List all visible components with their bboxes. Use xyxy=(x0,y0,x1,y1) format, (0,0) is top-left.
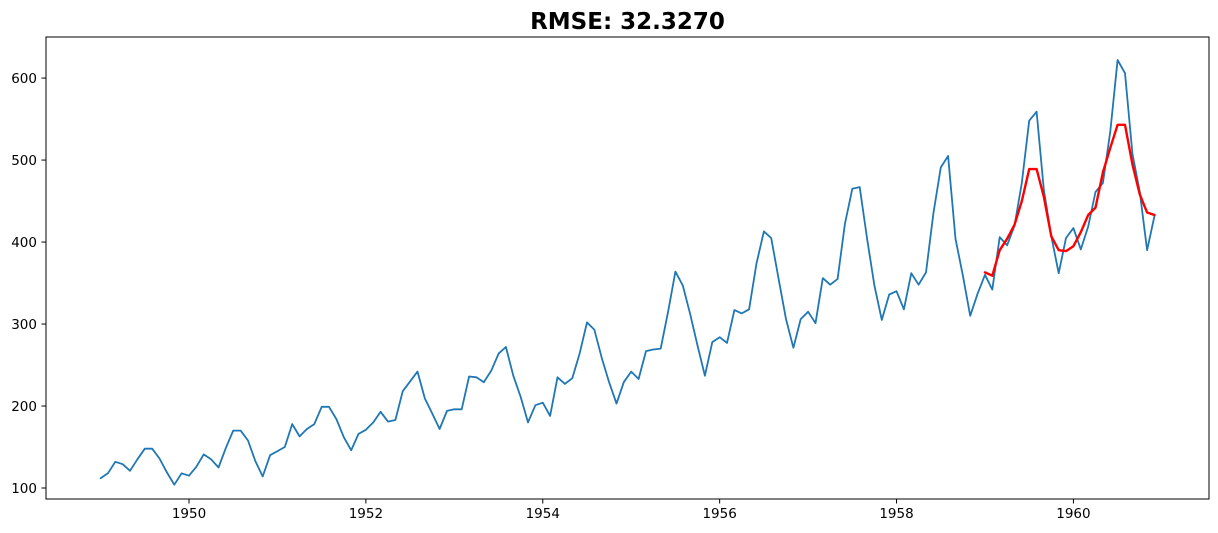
x-tick-label: 1954 xyxy=(526,506,560,522)
actual-series-line xyxy=(99,59,1156,486)
x-tick-label: 1958 xyxy=(879,506,913,522)
y-tick-label: 200 xyxy=(11,399,37,415)
x-tick-label: 1950 xyxy=(172,506,206,522)
y-tick-label: 400 xyxy=(11,235,37,251)
y-tick-label: 600 xyxy=(11,71,37,87)
x-tick-label: 1952 xyxy=(349,506,383,522)
axes-frame xyxy=(45,36,1210,500)
y-tick-label: 300 xyxy=(11,317,37,333)
y-tick-label: 500 xyxy=(11,153,37,169)
series-lines xyxy=(99,59,1156,486)
y-tick-label: 100 xyxy=(11,481,37,497)
axes: 1950 1952 1954 1956 1958 1960 100 200 300 400 500 6… xyxy=(11,36,1210,522)
predicted-series-line xyxy=(983,123,1156,277)
x-tick-label: 1960 xyxy=(1056,506,1090,522)
x-tick-label: 1956 xyxy=(702,506,736,522)
chart-title: RMSE: 32.3270 xyxy=(530,9,725,35)
